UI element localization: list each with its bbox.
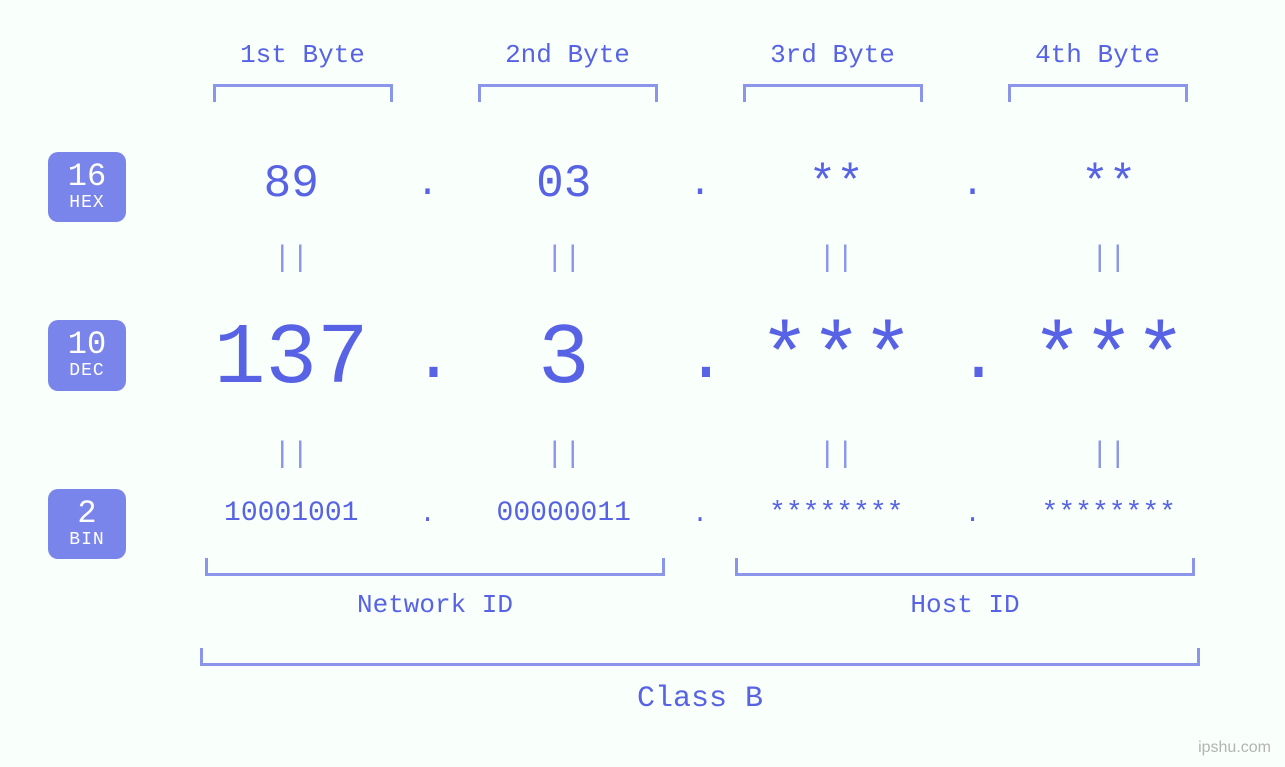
badge-bin-num: 2 — [48, 497, 126, 531]
dec-byte-4: *** — [988, 310, 1231, 408]
badge-dec-num: 10 — [48, 328, 126, 362]
dot-icon: . — [413, 499, 443, 529]
dot-icon: . — [958, 499, 988, 529]
byte-bracket-3 — [700, 84, 965, 102]
row-dec: 137 . 3 . *** . *** — [170, 310, 1230, 408]
host-bracket — [700, 558, 1230, 576]
badge-dec-label: DEC — [48, 362, 126, 381]
equals-icon: || — [988, 438, 1231, 472]
network-bracket — [170, 558, 700, 576]
badge-bin: 2 BIN — [48, 489, 126, 559]
watermark: ipshu.com — [1198, 739, 1271, 757]
byte-brackets — [170, 84, 1230, 102]
dot-icon: . — [685, 320, 715, 399]
equals-icon: || — [715, 438, 958, 472]
badge-hex: 16 HEX — [48, 152, 126, 222]
byte-header-1: 1st Byte — [170, 40, 435, 70]
bin-byte-2: 00000011 — [443, 498, 686, 529]
class-label: Class B — [170, 682, 1230, 716]
badge-hex-label: HEX — [48, 194, 126, 213]
diagram-grid: 1st Byte 2nd Byte 3rd Byte 4th Byte 89 .… — [170, 0, 1260, 767]
dot-icon: . — [413, 163, 443, 206]
host-id-label: Host ID — [700, 590, 1230, 620]
row-equals-top: || . || . || . || — [170, 242, 1230, 276]
dec-byte-3: *** — [715, 310, 958, 408]
equals-icon: || — [170, 242, 413, 276]
row-equals-bottom: || . || . || . || — [170, 438, 1230, 472]
dec-byte-1: 137 — [170, 310, 413, 408]
equals-icon: || — [170, 438, 413, 472]
dot-icon: . — [958, 320, 988, 399]
dot-icon: . — [413, 320, 443, 399]
hex-byte-3: ** — [715, 158, 958, 210]
network-host-labels: Network ID Host ID — [170, 590, 1230, 620]
hex-byte-4: ** — [988, 158, 1231, 210]
bin-byte-1: 10001001 — [170, 498, 413, 529]
badge-hex-num: 16 — [48, 160, 126, 194]
class-bracket — [170, 648, 1230, 666]
equals-icon: || — [443, 438, 686, 472]
byte-bracket-4 — [965, 84, 1230, 102]
dec-byte-2: 3 — [443, 310, 686, 408]
row-bin: 10001001 . 00000011 . ******** . *******… — [170, 498, 1230, 529]
byte-header-2: 2nd Byte — [435, 40, 700, 70]
row-hex: 89 . 03 . ** . ** — [170, 158, 1230, 210]
network-id-label: Network ID — [170, 590, 700, 620]
hex-byte-1: 89 — [170, 158, 413, 210]
equals-icon: || — [443, 242, 686, 276]
byte-header-4: 4th Byte — [965, 40, 1230, 70]
dot-icon: . — [958, 163, 988, 206]
byte-header-3: 3rd Byte — [700, 40, 965, 70]
dot-icon: . — [685, 499, 715, 529]
base-badges: 16 HEX 10 DEC 2 BIN — [48, 152, 126, 559]
network-host-brackets — [170, 558, 1230, 576]
byte-bracket-2 — [435, 84, 700, 102]
badge-dec: 10 DEC — [48, 320, 126, 390]
equals-icon: || — [715, 242, 958, 276]
hex-byte-2: 03 — [443, 158, 686, 210]
bin-byte-3: ******** — [715, 498, 958, 529]
byte-headers: 1st Byte 2nd Byte 3rd Byte 4th Byte — [170, 40, 1230, 70]
bin-byte-4: ******** — [988, 498, 1231, 529]
dot-icon: . — [685, 163, 715, 206]
equals-icon: || — [988, 242, 1231, 276]
byte-bracket-1 — [170, 84, 435, 102]
badge-bin-label: BIN — [48, 531, 126, 550]
